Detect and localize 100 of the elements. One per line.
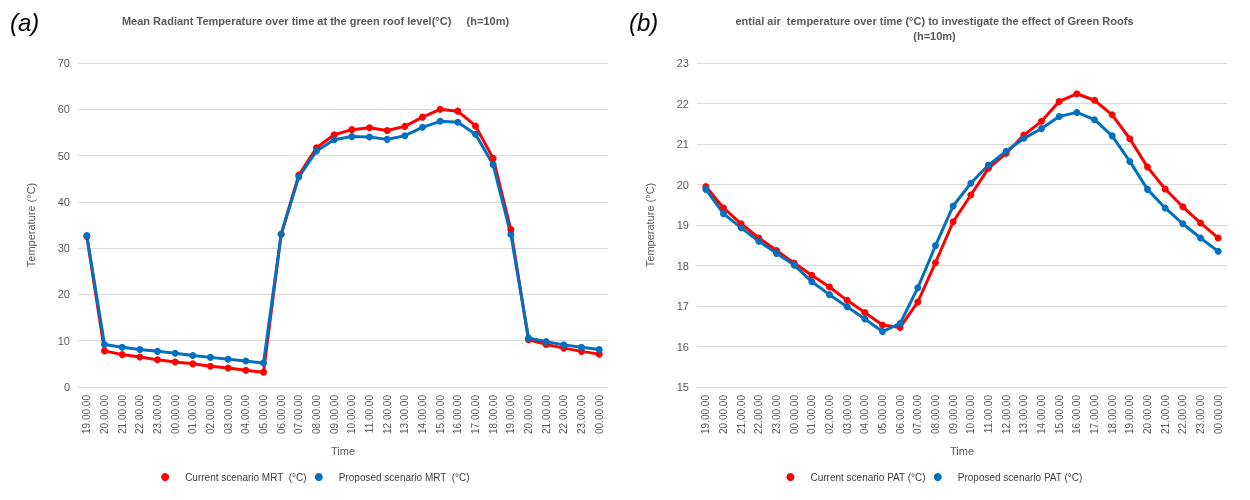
x-tick-label: 19.00.00 <box>1124 394 1136 434</box>
x-tick-label: 02.00.00 <box>205 394 216 434</box>
legend-label: Proposed scenario MRT (°C) <box>338 471 470 483</box>
point <box>224 355 232 363</box>
point <box>1091 116 1098 124</box>
point <box>489 161 497 169</box>
point <box>843 296 851 304</box>
point <box>207 362 214 370</box>
x-tick-label: 14.00.00 <box>417 394 428 434</box>
x-tick-label: 12.00.00 <box>381 394 393 434</box>
x-tick-label: 03.00.00 <box>841 394 853 434</box>
x-tick-label: 00.00.00 <box>169 394 181 434</box>
x-tick-label: 19.00.00 <box>700 394 712 434</box>
chart-title: ential air temperature over time (°C) to investigate the effect of Green Roofs <box>735 14 1134 27</box>
x-tick-label: 13.00.00 <box>399 394 411 434</box>
point <box>720 204 727 212</box>
x-tick-label: 04.00.00 <box>859 394 871 434</box>
point <box>826 291 833 299</box>
point <box>189 360 197 368</box>
y-tick-label: 20 <box>57 288 70 301</box>
x-tick-label: 18.00.00 <box>1106 394 1118 434</box>
point <box>101 347 108 355</box>
x-tick-label: 16.00.00 <box>1071 394 1083 434</box>
point <box>419 123 426 131</box>
point <box>101 340 108 348</box>
x-tick-label: 01.00.00 <box>806 394 818 434</box>
y-tick-label: 50 <box>57 149 70 162</box>
x-tick-label: 05.00.00 <box>877 394 888 434</box>
point <box>1214 234 1222 242</box>
y-tick-label: 18 <box>676 259 689 272</box>
x-tick-label: 22.00.00 <box>134 394 146 434</box>
point <box>154 356 161 364</box>
point <box>454 107 462 115</box>
point <box>1055 112 1063 120</box>
x-tick-label: 08.00.00 <box>311 394 322 434</box>
x-tick-label: 23.00.00 <box>1195 394 1206 434</box>
x-tick-label: 09.00.00 <box>947 394 959 434</box>
legend-label: Current scenario MRT (°C) <box>185 471 307 483</box>
y-tick-label: 60 <box>57 103 70 116</box>
x-tick-label: 07.00.00 <box>293 394 305 434</box>
x-tick-label: 02.00.00 <box>824 394 835 434</box>
y-tick-label: 70 <box>57 57 70 69</box>
x-tick-label: 17.00.00 <box>470 394 481 434</box>
x-tick-label: 19.00.00 <box>81 394 93 434</box>
point <box>207 353 214 361</box>
x-tick-label: 00.00.00 <box>593 394 605 434</box>
x-tick-label: 23.00.00 <box>771 394 782 434</box>
x-tick-label: 10.00.00 <box>346 394 358 434</box>
x-tick-label: 09.00.00 <box>328 394 340 434</box>
point <box>242 366 250 374</box>
point <box>595 346 603 354</box>
y-tick-label: 40 <box>57 195 70 208</box>
point <box>826 283 833 291</box>
x-tick-label: 05.00.00 <box>258 394 269 434</box>
point <box>861 308 869 316</box>
x-tick-label: 21.00.00 <box>735 394 747 434</box>
x-tick-label: 18.00.00 <box>487 394 499 434</box>
point <box>1144 185 1151 193</box>
point <box>454 118 462 126</box>
point <box>118 351 126 359</box>
point <box>1197 234 1204 242</box>
y-axis-title: Temperature (°C) <box>643 182 656 268</box>
y-tick-label: 0 <box>63 381 70 393</box>
point <box>136 353 144 361</box>
point <box>1214 247 1222 255</box>
point <box>1144 163 1151 171</box>
point <box>383 135 391 143</box>
point <box>720 210 727 218</box>
x-axis-title: Time <box>949 444 975 457</box>
text: (b) <box>629 8 659 36</box>
point <box>260 368 267 376</box>
point <box>401 122 409 130</box>
y-tick-label: 30 <box>57 242 70 255</box>
point <box>932 259 939 267</box>
point <box>879 321 886 329</box>
point <box>136 346 144 354</box>
point <box>967 191 975 199</box>
x-tick-label: 21.00.00 <box>1159 394 1171 434</box>
point <box>348 126 356 134</box>
y-tick-label: 22 <box>676 97 689 110</box>
point <box>1055 97 1063 105</box>
y-tick-label: 10 <box>57 334 70 347</box>
point <box>1161 185 1169 193</box>
x-axis-title: Time <box>330 444 356 457</box>
point <box>472 130 479 138</box>
point <box>932 242 939 250</box>
point <box>1179 220 1187 228</box>
point <box>949 218 957 226</box>
point <box>118 343 126 351</box>
y-tick-label: 23 <box>676 57 689 69</box>
point <box>507 230 515 238</box>
x-tick-label: 22.00.00 <box>558 394 570 434</box>
point <box>1126 135 1134 143</box>
x-tick-label: 06.00.00 <box>275 394 287 434</box>
x-tick-label: 20.00.00 <box>99 394 110 434</box>
point <box>436 117 444 125</box>
point <box>1073 90 1081 98</box>
x-tick-label: 23.00.00 <box>576 394 587 434</box>
x-tick-label: 11.00.00 <box>364 394 375 434</box>
point <box>737 224 745 232</box>
